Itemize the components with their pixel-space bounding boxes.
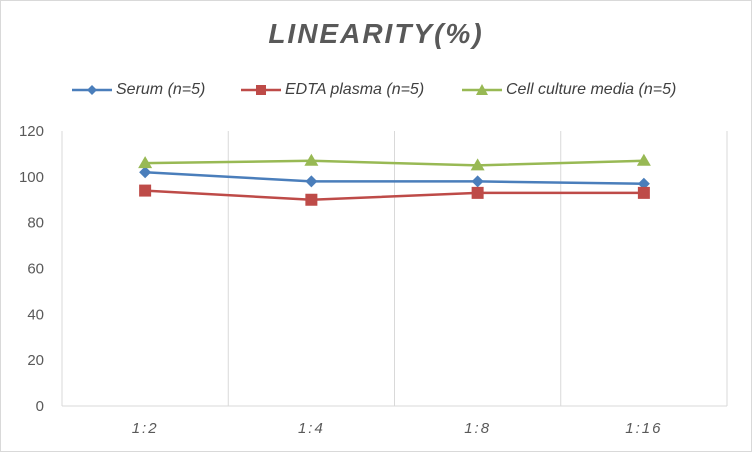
- data-point-0: [637, 177, 650, 190]
- legend-label-serum: Serum (n=5): [116, 81, 206, 98]
- y-tick-label: 0: [36, 398, 44, 415]
- y-tick-label: 120: [19, 123, 44, 140]
- y-tick-label: 80: [27, 215, 44, 232]
- x-tick-label: 1:16: [625, 420, 662, 437]
- x-tick-label: 1:8: [464, 420, 491, 437]
- legend-label-edta: EDTA plasma (n=5): [285, 81, 425, 98]
- series-line-1: [145, 189, 644, 202]
- series-line-2: [145, 159, 644, 167]
- legend-item-serum: Serum (n=5): [72, 78, 205, 102]
- data-point-1: [471, 186, 484, 199]
- data-point-2: [138, 156, 153, 169]
- legend-item-cell-culture: Cell culture media (n=5): [462, 78, 676, 102]
- y-tick-label: 40: [27, 306, 44, 323]
- data-point-1: [305, 193, 318, 206]
- legend-label-cell-culture: Cell culture media (n=5): [506, 81, 677, 98]
- legend-marker-edta: [241, 85, 281, 95]
- legend-item-edta: EDTA plasma (n=5): [241, 78, 424, 102]
- x-tick-label: 1:4: [298, 420, 325, 437]
- data-point-1: [637, 186, 650, 199]
- data-point-0: [139, 166, 152, 179]
- data-point-2: [304, 153, 319, 166]
- legend-marker-cell-culture: [462, 84, 502, 95]
- series-line-0: [145, 171, 644, 185]
- data-point-0: [471, 175, 484, 188]
- x-tick-label: 1:2: [132, 420, 159, 437]
- data-point-2: [636, 153, 651, 166]
- y-tick-label: 60: [27, 261, 44, 278]
- legend-marker-serum: [72, 85, 112, 95]
- y-tick-label: 100: [19, 169, 44, 186]
- data-point-0: [305, 175, 318, 188]
- y-tick-label: 20: [27, 352, 44, 369]
- legend: Serum (n=5) EDTA plasma (n=5) Cell cultu…: [0, 78, 752, 102]
- chart-title: LINEARITY(%): [268, 18, 484, 49]
- data-point-1: [139, 184, 152, 197]
- data-point-2: [470, 158, 485, 171]
